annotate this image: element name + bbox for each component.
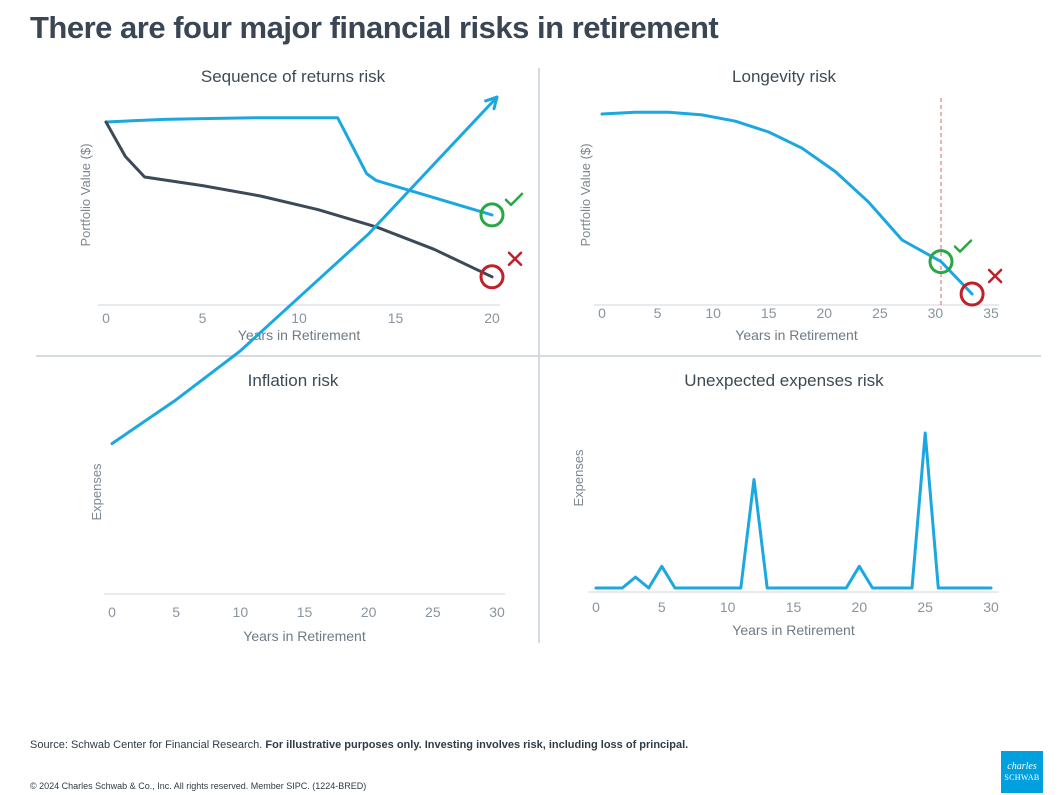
x-tick-label: 5	[654, 305, 662, 321]
x-tick-label: 20	[816, 305, 832, 321]
source-text: Source: Schwab Center for Financial Rese…	[30, 739, 263, 751]
success-circle-marker	[479, 202, 505, 228]
copyright-text: © 2024 Charles Schwab & Co., Inc. All ri…	[30, 781, 367, 791]
cross-icon	[507, 251, 523, 267]
x-tick-label: 5	[199, 310, 207, 326]
success-circle-marker	[928, 249, 954, 275]
x-tick-label: 35	[983, 305, 999, 321]
series-line-2	[104, 120, 494, 279]
x-tick-label: 30	[928, 305, 944, 321]
logo-line-1: charles	[1007, 761, 1037, 772]
x-tick-label: 30	[983, 599, 999, 615]
chart-title: Unexpected expenses risk	[684, 371, 884, 390]
y-axis-label: Expenses	[89, 463, 104, 521]
y-axis-label: Expenses	[571, 449, 586, 507]
x-tick-label: 20	[852, 599, 868, 615]
failure-circle-marker	[959, 281, 985, 307]
x-tick-label: 15	[388, 310, 404, 326]
x-tick-label: 15	[297, 604, 313, 620]
y-axis-label: Portfolio Value ($)	[78, 143, 93, 246]
page-title: There are four major financial risks in …	[30, 10, 719, 45]
chart-panel-3: Inflation risk Expenses Years in Retiremen…	[89, 95, 505, 644]
chart-panel-2: Longevity risk Portfolio Value ($) Years i…	[578, 67, 1003, 343]
logo-line-2: SCHWAB	[1004, 773, 1040, 782]
failure-circle-marker	[479, 264, 505, 290]
x-tick-label: 20	[484, 310, 500, 326]
x-tick-label: 10	[720, 599, 736, 615]
x-axis-label: Years in Retirement	[238, 327, 361, 343]
cross-stroke	[987, 268, 1003, 284]
x-tick-label: 0	[108, 604, 116, 620]
x-tick-label: 20	[361, 604, 377, 620]
x-tick-label: 25	[872, 305, 888, 321]
x-tick-label: 25	[917, 599, 933, 615]
schwab-logo: charles SCHWAB	[1001, 751, 1043, 793]
x-tick-label: 10	[291, 310, 307, 326]
x-tick-label: 25	[425, 604, 441, 620]
x-tick-label: 5	[172, 604, 180, 620]
series-line-1	[594, 431, 993, 590]
chart-title: Inflation risk	[248, 371, 339, 390]
disclaimer-text: For illustrative purposes only. Investin…	[265, 739, 689, 751]
arrow-head	[484, 95, 499, 111]
check-icon	[953, 239, 973, 253]
chart-panel-1: Sequence of returns risk Portfolio Value …	[78, 67, 524, 343]
x-tick-label: 30	[489, 604, 505, 620]
x-tick-label: 0	[592, 599, 600, 615]
series-line-1	[600, 110, 974, 296]
check-icon	[504, 192, 524, 207]
chart-panel-4: Unexpected expenses risk Expenses Years in…	[571, 371, 999, 638]
chart-title: Longevity risk	[732, 67, 836, 86]
x-tick-label: 5	[658, 599, 666, 615]
footer-source: Source: Schwab Center for Financial Rese…	[30, 739, 688, 751]
x-tick-label: 10	[705, 305, 721, 321]
y-axis-label: Portfolio Value ($)	[578, 143, 593, 246]
x-axis-label: Years in Retirement	[735, 327, 858, 343]
x-axis-label: Years in Retirement	[243, 628, 366, 644]
chart-title: Sequence of returns risk	[201, 67, 386, 86]
series-line-1	[104, 116, 494, 217]
x-tick-label: 10	[233, 604, 249, 620]
series-line-1	[110, 95, 499, 446]
x-axis-label: Years in Retirement	[732, 622, 855, 638]
x-tick-label: 0	[102, 310, 110, 326]
x-tick-label: 0	[598, 305, 606, 321]
cross-icon	[987, 268, 1003, 284]
x-tick-label: 15	[786, 599, 802, 615]
cross-stroke	[507, 251, 523, 267]
x-tick-label: 15	[761, 305, 777, 321]
